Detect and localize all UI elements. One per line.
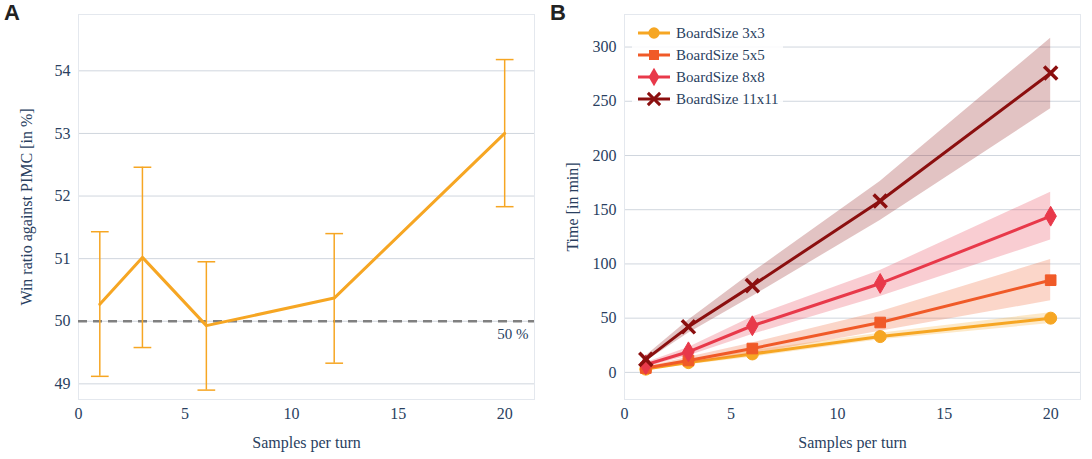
svg-text:49: 49 bbox=[55, 375, 71, 392]
svg-text:20: 20 bbox=[1043, 405, 1059, 422]
svg-text:54: 54 bbox=[55, 62, 71, 79]
svg-text:Win ratio against PIMC [in %]: Win ratio against PIMC [in %] bbox=[18, 108, 36, 305]
svg-text:50 %: 50 % bbox=[497, 326, 528, 342]
svg-text:20: 20 bbox=[497, 405, 513, 422]
svg-text:150: 150 bbox=[593, 201, 617, 218]
svg-text:10: 10 bbox=[830, 405, 846, 422]
svg-text:51: 51 bbox=[55, 250, 71, 267]
svg-text:10: 10 bbox=[284, 405, 300, 422]
svg-text:50: 50 bbox=[601, 309, 617, 326]
svg-text:Samples per turn: Samples per turn bbox=[252, 434, 360, 452]
svg-text:0: 0 bbox=[75, 405, 83, 422]
svg-text:0: 0 bbox=[621, 405, 629, 422]
svg-text:Samples per turn: Samples per turn bbox=[798, 434, 906, 452]
svg-text:5: 5 bbox=[727, 405, 735, 422]
svg-text:300: 300 bbox=[593, 38, 617, 55]
svg-text:15: 15 bbox=[936, 405, 952, 422]
svg-text:5: 5 bbox=[181, 405, 189, 422]
svg-text:52: 52 bbox=[55, 187, 71, 204]
html-text:A: A bbox=[4, 0, 20, 25]
html-text:BoardSize 11x11: BoardSize 11x11 bbox=[676, 90, 779, 107]
svg-text:53: 53 bbox=[55, 125, 71, 142]
svg-text:0: 0 bbox=[609, 364, 617, 381]
html-text:BoardSize 3x3: BoardSize 3x3 bbox=[676, 24, 765, 41]
svg-text:100: 100 bbox=[593, 255, 617, 272]
html-text:BoardSize 8x8: BoardSize 8x8 bbox=[676, 68, 765, 85]
svg-text:Time [in min]: Time [in min] bbox=[564, 162, 581, 251]
svg-text:50: 50 bbox=[55, 312, 71, 329]
html-text:B: B bbox=[550, 0, 566, 25]
svg-text:250: 250 bbox=[593, 92, 617, 109]
svg-text:15: 15 bbox=[390, 405, 406, 422]
html-text:BoardSize 5x5: BoardSize 5x5 bbox=[676, 46, 765, 63]
svg-text:200: 200 bbox=[593, 147, 617, 164]
